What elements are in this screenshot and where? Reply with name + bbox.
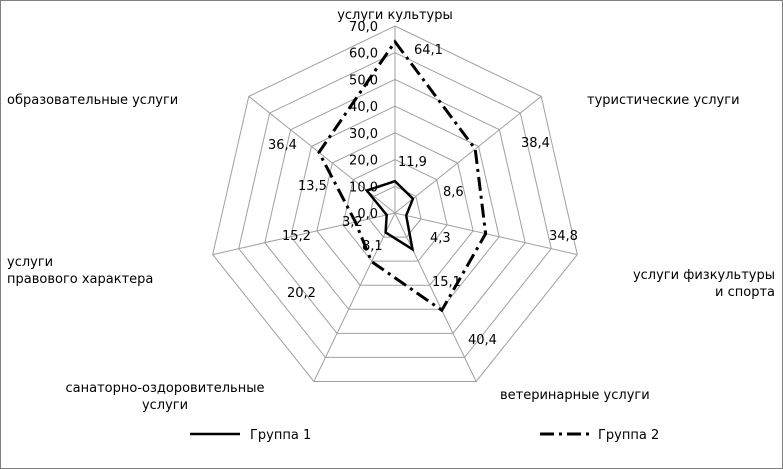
tick-label: 0,0 bbox=[357, 207, 378, 222]
category-label: ветеринарные услуги bbox=[500, 388, 650, 403]
category-label: и спорта bbox=[715, 285, 775, 300]
data-label: 11,9 bbox=[398, 155, 427, 170]
series-line-1 bbox=[364, 179, 415, 252]
axis-spoke bbox=[394, 212, 477, 382]
category-label: образовательные услуги bbox=[7, 93, 178, 108]
axis-spoke bbox=[212, 212, 396, 256]
axis-spoke bbox=[394, 96, 542, 214]
category-label: правового характера bbox=[7, 272, 153, 287]
data-label: 4,3 bbox=[430, 231, 451, 246]
category-label: санаторно-оздоровительные bbox=[66, 381, 265, 396]
category-label: услуги bbox=[7, 255, 53, 270]
data-label: 38,4 bbox=[521, 136, 550, 151]
tick-label: 70,0 bbox=[349, 20, 378, 35]
category-label: туристические услуги bbox=[587, 93, 740, 108]
data-label: 15,2 bbox=[282, 229, 311, 244]
data-label: 8,6 bbox=[443, 185, 464, 200]
data-label: 40,4 bbox=[468, 333, 497, 348]
data-label: 64,1 bbox=[414, 43, 443, 58]
tick-label: 10,0 bbox=[349, 180, 378, 195]
series-line-2 bbox=[317, 39, 488, 313]
tick-label: 40,0 bbox=[349, 100, 378, 115]
grid-ring bbox=[238, 52, 552, 358]
data-label: 36,4 bbox=[268, 138, 297, 153]
grid-ring bbox=[342, 159, 448, 262]
data-label: 3,2 bbox=[342, 215, 363, 230]
category-label: услуги культуры bbox=[337, 8, 453, 23]
tick-label: 20,0 bbox=[349, 154, 378, 169]
grid-ring bbox=[212, 25, 578, 382]
tick-label: 60,0 bbox=[349, 47, 378, 62]
legend-label: Группа 2 bbox=[598, 428, 659, 443]
data-label: 13,5 bbox=[298, 179, 327, 194]
grid-ring bbox=[290, 105, 500, 310]
tick-label: 30,0 bbox=[349, 127, 378, 142]
grid-ring bbox=[264, 78, 526, 334]
category-label: услуги физкультуры bbox=[633, 268, 775, 283]
data-label: 20,2 bbox=[287, 286, 316, 301]
axis-spoke bbox=[313, 212, 396, 382]
category-label: услуги bbox=[142, 398, 188, 413]
data-label: 8,1 bbox=[362, 239, 383, 254]
data-label: 34,8 bbox=[549, 229, 578, 244]
data-label: 15,1 bbox=[432, 275, 461, 290]
legend-label: Группа 1 bbox=[250, 428, 311, 443]
